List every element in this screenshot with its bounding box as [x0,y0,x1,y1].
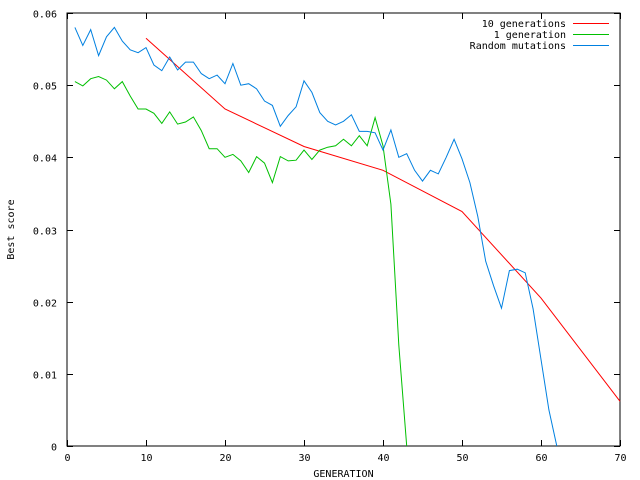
legend-label: Random mutations [470,41,566,52]
y-tick-label: 0.02 [33,299,57,310]
series-line [74,26,558,447]
series-layer [74,26,621,447]
y-tick-label: 0.01 [33,371,57,382]
y-tick-label: 0.04 [33,154,57,165]
y-tick-label: 0.03 [33,227,57,238]
axis-ticks: 0 10 20 30 40 50 60 70 0 0.01 0.02 0.03 0.04 0.05 0.06 [33,10,627,465]
x-tick-label: 30 [298,453,310,464]
plot-frame [66,12,621,447]
legend-label: 10 generations [482,19,566,30]
legend-label: 1 generation [494,30,566,41]
y-tick-label: 0.06 [33,10,57,21]
x-axis-label: GENERATION [313,469,373,480]
x-tick-label: 40 [377,453,389,464]
series-line [145,37,621,402]
y-tick-label: 0 [51,443,57,454]
x-tick-label: 0 [64,453,70,464]
series-line [74,75,408,447]
y-axis-label: Best score [6,199,17,259]
x-tick-label: 20 [219,453,231,464]
plot-border [66,12,621,447]
x-tick-label: 50 [456,453,468,464]
x-tick-label: 70 [614,453,626,464]
x-tick-label: 10 [140,453,152,464]
x-tick-label: 60 [535,453,547,464]
y-tick-label: 0.05 [33,82,57,93]
